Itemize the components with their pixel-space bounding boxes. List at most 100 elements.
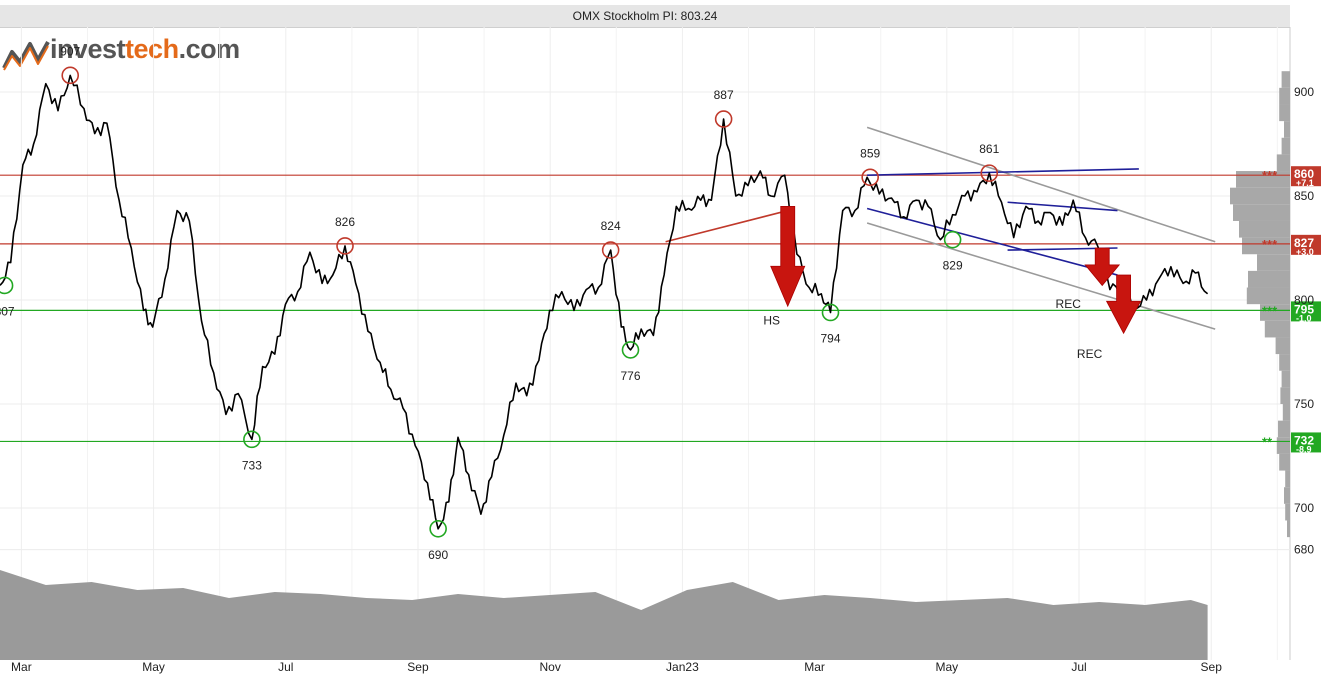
level-badge — [1291, 166, 1321, 187]
level-pct-label: -8.9 — [1296, 444, 1312, 454]
volume-profile-bar — [1279, 87, 1290, 105]
signal-label: REC — [1056, 297, 1082, 311]
pivot-high-marker — [861, 168, 879, 187]
pivot-low-marker — [821, 303, 840, 322]
volume-profile-bar — [1248, 270, 1290, 288]
volume-profile-bar — [1264, 320, 1290, 338]
volume-profile — [1230, 71, 1290, 538]
level-value-label: 827 — [1294, 236, 1314, 250]
volume-profile-bar — [1246, 287, 1290, 305]
level-value-label: 860 — [1294, 167, 1314, 181]
volume-profile-bar — [1233, 204, 1290, 221]
pivot-low-marker — [429, 519, 447, 538]
pivot-label: 887 — [714, 88, 734, 102]
signal-arrow — [770, 206, 806, 308]
volume-profile-bar — [1239, 220, 1290, 238]
level-value-label: 795 — [1294, 302, 1314, 316]
x-axis: Mar May Jul Sep Nov Jan23 Mar May Jul Sep — [11, 660, 1222, 674]
volume-profile-bar — [1276, 154, 1290, 172]
x-tick-label: May — [935, 660, 958, 674]
pivot-label: 824 — [601, 219, 621, 233]
volume-profile-bar — [1287, 520, 1290, 538]
trend-line — [665, 209, 788, 243]
y-tick-label: 850 — [1294, 189, 1314, 203]
pivot-label: 733 — [242, 458, 262, 472]
volume-profile-bar — [1285, 503, 1290, 521]
x-tick-label: May — [142, 660, 165, 674]
trend-line — [1007, 201, 1118, 212]
y-tick-label: 750 — [1294, 397, 1314, 411]
volume-profile-bar — [1278, 420, 1290, 438]
x-tick-label: Nov — [540, 660, 561, 674]
x-tick-label: Jul — [1071, 660, 1086, 674]
pivot-low-marker — [243, 430, 261, 449]
volume-profile-bar — [1280, 387, 1290, 404]
signal-arrow — [1084, 247, 1121, 287]
chart-title: OMX Stockholm PI: 803.24 — [572, 9, 718, 23]
y-tick-label: 680 — [1294, 543, 1314, 557]
pivot-high-marker — [980, 164, 999, 182]
trend-line — [867, 168, 1139, 176]
level-stars: ** — [1262, 434, 1273, 449]
pivot-high-marker — [714, 110, 733, 128]
pivot-low-marker — [621, 341, 640, 359]
volume-profile-bar — [1284, 487, 1290, 504]
logo-text-part3: .com — [178, 34, 241, 64]
chart-grid — [0, 27, 1291, 660]
volume-profile-bar — [1281, 71, 1290, 88]
signal-label: HS — [763, 314, 780, 328]
volume-profile-bar — [1276, 437, 1290, 454]
volume-profile-bar — [1281, 137, 1290, 155]
pivot-label: 829 — [943, 259, 963, 273]
y-tick-label: 700 — [1294, 501, 1314, 515]
volume-profile-bar — [1282, 404, 1290, 421]
investtech-logo-icon — [2, 41, 50, 71]
pivot-label: 826 — [335, 215, 355, 229]
x-tick-label: Jul — [278, 660, 293, 674]
pivot-label: 859 — [860, 146, 880, 160]
y-tick-label: 900 — [1294, 85, 1314, 99]
y-axis: 680 700 750 800 850 900 — [1294, 85, 1314, 557]
trend-lines — [665, 126, 1216, 330]
level-value-label: 732 — [1294, 433, 1314, 447]
chart-title-bar — [0, 5, 1290, 28]
pivot-low-marker — [943, 230, 962, 249]
level-stars: *** — [1262, 168, 1278, 183]
level-pct-label: +3.0 — [1296, 247, 1314, 257]
level-stars: *** — [1262, 237, 1278, 252]
level-pct-label: +7.1 — [1296, 178, 1314, 188]
signal-arrows: HS REC REC — [763, 206, 1142, 361]
x-tick-label: Mar — [804, 660, 825, 674]
x-tick-label: Sep — [407, 660, 429, 674]
volume-profile-bar — [1284, 121, 1290, 138]
trend-line — [866, 126, 1216, 243]
level-pct-label: -1.0 — [1296, 313, 1312, 323]
level-stars: *** — [1262, 303, 1278, 318]
x-tick-label: Mar — [11, 660, 32, 674]
volume-shape — [0, 570, 1208, 660]
volume-profile-bar — [1281, 370, 1290, 388]
trend-line — [866, 222, 1216, 330]
pivot-label: 861 — [979, 142, 999, 156]
trend-line — [866, 207, 1118, 276]
volume-profile-bar — [1279, 453, 1290, 471]
price-series — [0, 74, 1209, 530]
pivot-label: 794 — [820, 331, 840, 345]
volume-profile-bar — [1285, 470, 1290, 488]
x-tick-label: Sep — [1201, 660, 1223, 674]
price-line — [0, 74, 1209, 530]
pivot-label: 807 — [0, 304, 15, 318]
pivot-low-marker — [0, 276, 14, 295]
volume-profile-bar — [1230, 187, 1290, 205]
y-tick-label: 800 — [1294, 293, 1314, 307]
pivot-markers: 907 807 733 826 690 824 776 887 794 859 829 861 — [0, 44, 1000, 562]
signal-arrow — [1105, 274, 1142, 335]
level-badge — [1291, 432, 1321, 453]
volume-profile-bar — [1279, 354, 1290, 371]
signal-label: REC — [1077, 347, 1103, 361]
logo-text: investtech.com — [50, 34, 240, 65]
volume-profile-bar — [1242, 237, 1290, 255]
volume-profile-bar — [1257, 254, 1290, 271]
pivot-label: 776 — [620, 369, 640, 383]
